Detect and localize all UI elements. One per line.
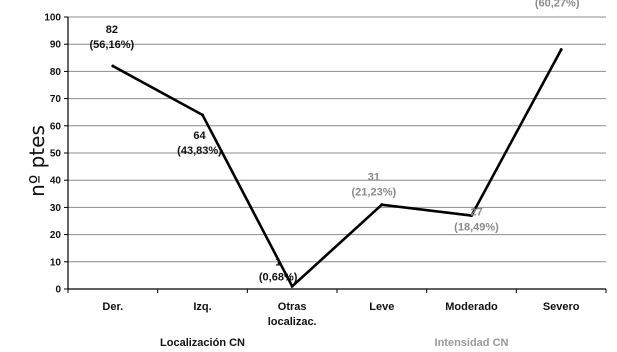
x-tick-label: Der. (102, 301, 123, 313)
gridlines (68, 16, 606, 263)
x-tick-label-line: Severo (543, 301, 580, 313)
x-tick-label: Severo (543, 301, 580, 313)
y-tick-label: 40 (50, 176, 62, 187)
x-tick-label-line: Izq. (193, 301, 211, 313)
group-labels: Localización CN Intensidad CN (160, 337, 509, 349)
y-tick-label: 90 (50, 40, 62, 51)
x-tick-label-line: Otras (278, 301, 307, 313)
data-label-percent: (21,23%) (352, 187, 397, 199)
x-axis-ticks: Der. Izq. Otras localizac. Leve Moderado Sever… (67, 289, 607, 328)
group-label: Intensidad CN (435, 337, 509, 349)
x-tick-label-line: Moderado (445, 301, 498, 313)
data-label-percent: (0,68%) (259, 271, 298, 283)
y-tick-label: 80 (50, 67, 62, 78)
data-label-percent: (43,83%) (177, 145, 222, 157)
y-tick-label: 50 (50, 149, 62, 160)
series-line (112, 48, 563, 289)
x-tick-label-line: Der. (102, 301, 123, 313)
x-tick-label: Leve (369, 301, 394, 313)
data-point (559, 48, 563, 52)
y-tick-label: 20 (50, 230, 62, 241)
x-tick-label: Moderado (445, 301, 498, 313)
data-label-count: 64 (193, 130, 206, 142)
y-tick-label: 70 (50, 94, 62, 105)
y-tick-label: 60 (50, 121, 62, 132)
y-tick-label: 30 (50, 203, 62, 214)
x-tick-label: Izq. (193, 301, 211, 313)
data-point (290, 284, 294, 288)
data-label-count: 82 (106, 24, 118, 36)
x-tick-label-line: Leve (369, 301, 394, 313)
data-label-percent: (60,27%) (535, 0, 580, 10)
y-tick-label: 100 (44, 13, 61, 24)
data-label-count: 31 (368, 172, 380, 184)
y-axis-ticks: 0 10 20 30 40 50 60 70 80 90 100 (44, 13, 68, 296)
data-label-percent: (18,49%) (454, 222, 499, 234)
data-point (111, 64, 115, 68)
x-tick-label: Otras localizac. (268, 301, 317, 328)
y-tick-label: 10 (50, 257, 62, 268)
data-point (201, 113, 204, 117)
x-tick-label-line: localizac. (268, 316, 317, 328)
data-label-count: 1 (275, 256, 281, 268)
data-label-percent: (56,16%) (90, 39, 135, 51)
data-label-count: 27 (470, 207, 482, 219)
data-labels: 82 (56,16%) 64 (43,83%) 1 (0,68%) 31 (21,23%) 27… (90, 0, 580, 288)
data-point (380, 203, 384, 207)
y-axis-label: nº ptes (25, 125, 49, 197)
data-point (470, 214, 473, 218)
y-tick-label: 0 (55, 285, 61, 296)
group-label: Localización CN (160, 337, 245, 349)
